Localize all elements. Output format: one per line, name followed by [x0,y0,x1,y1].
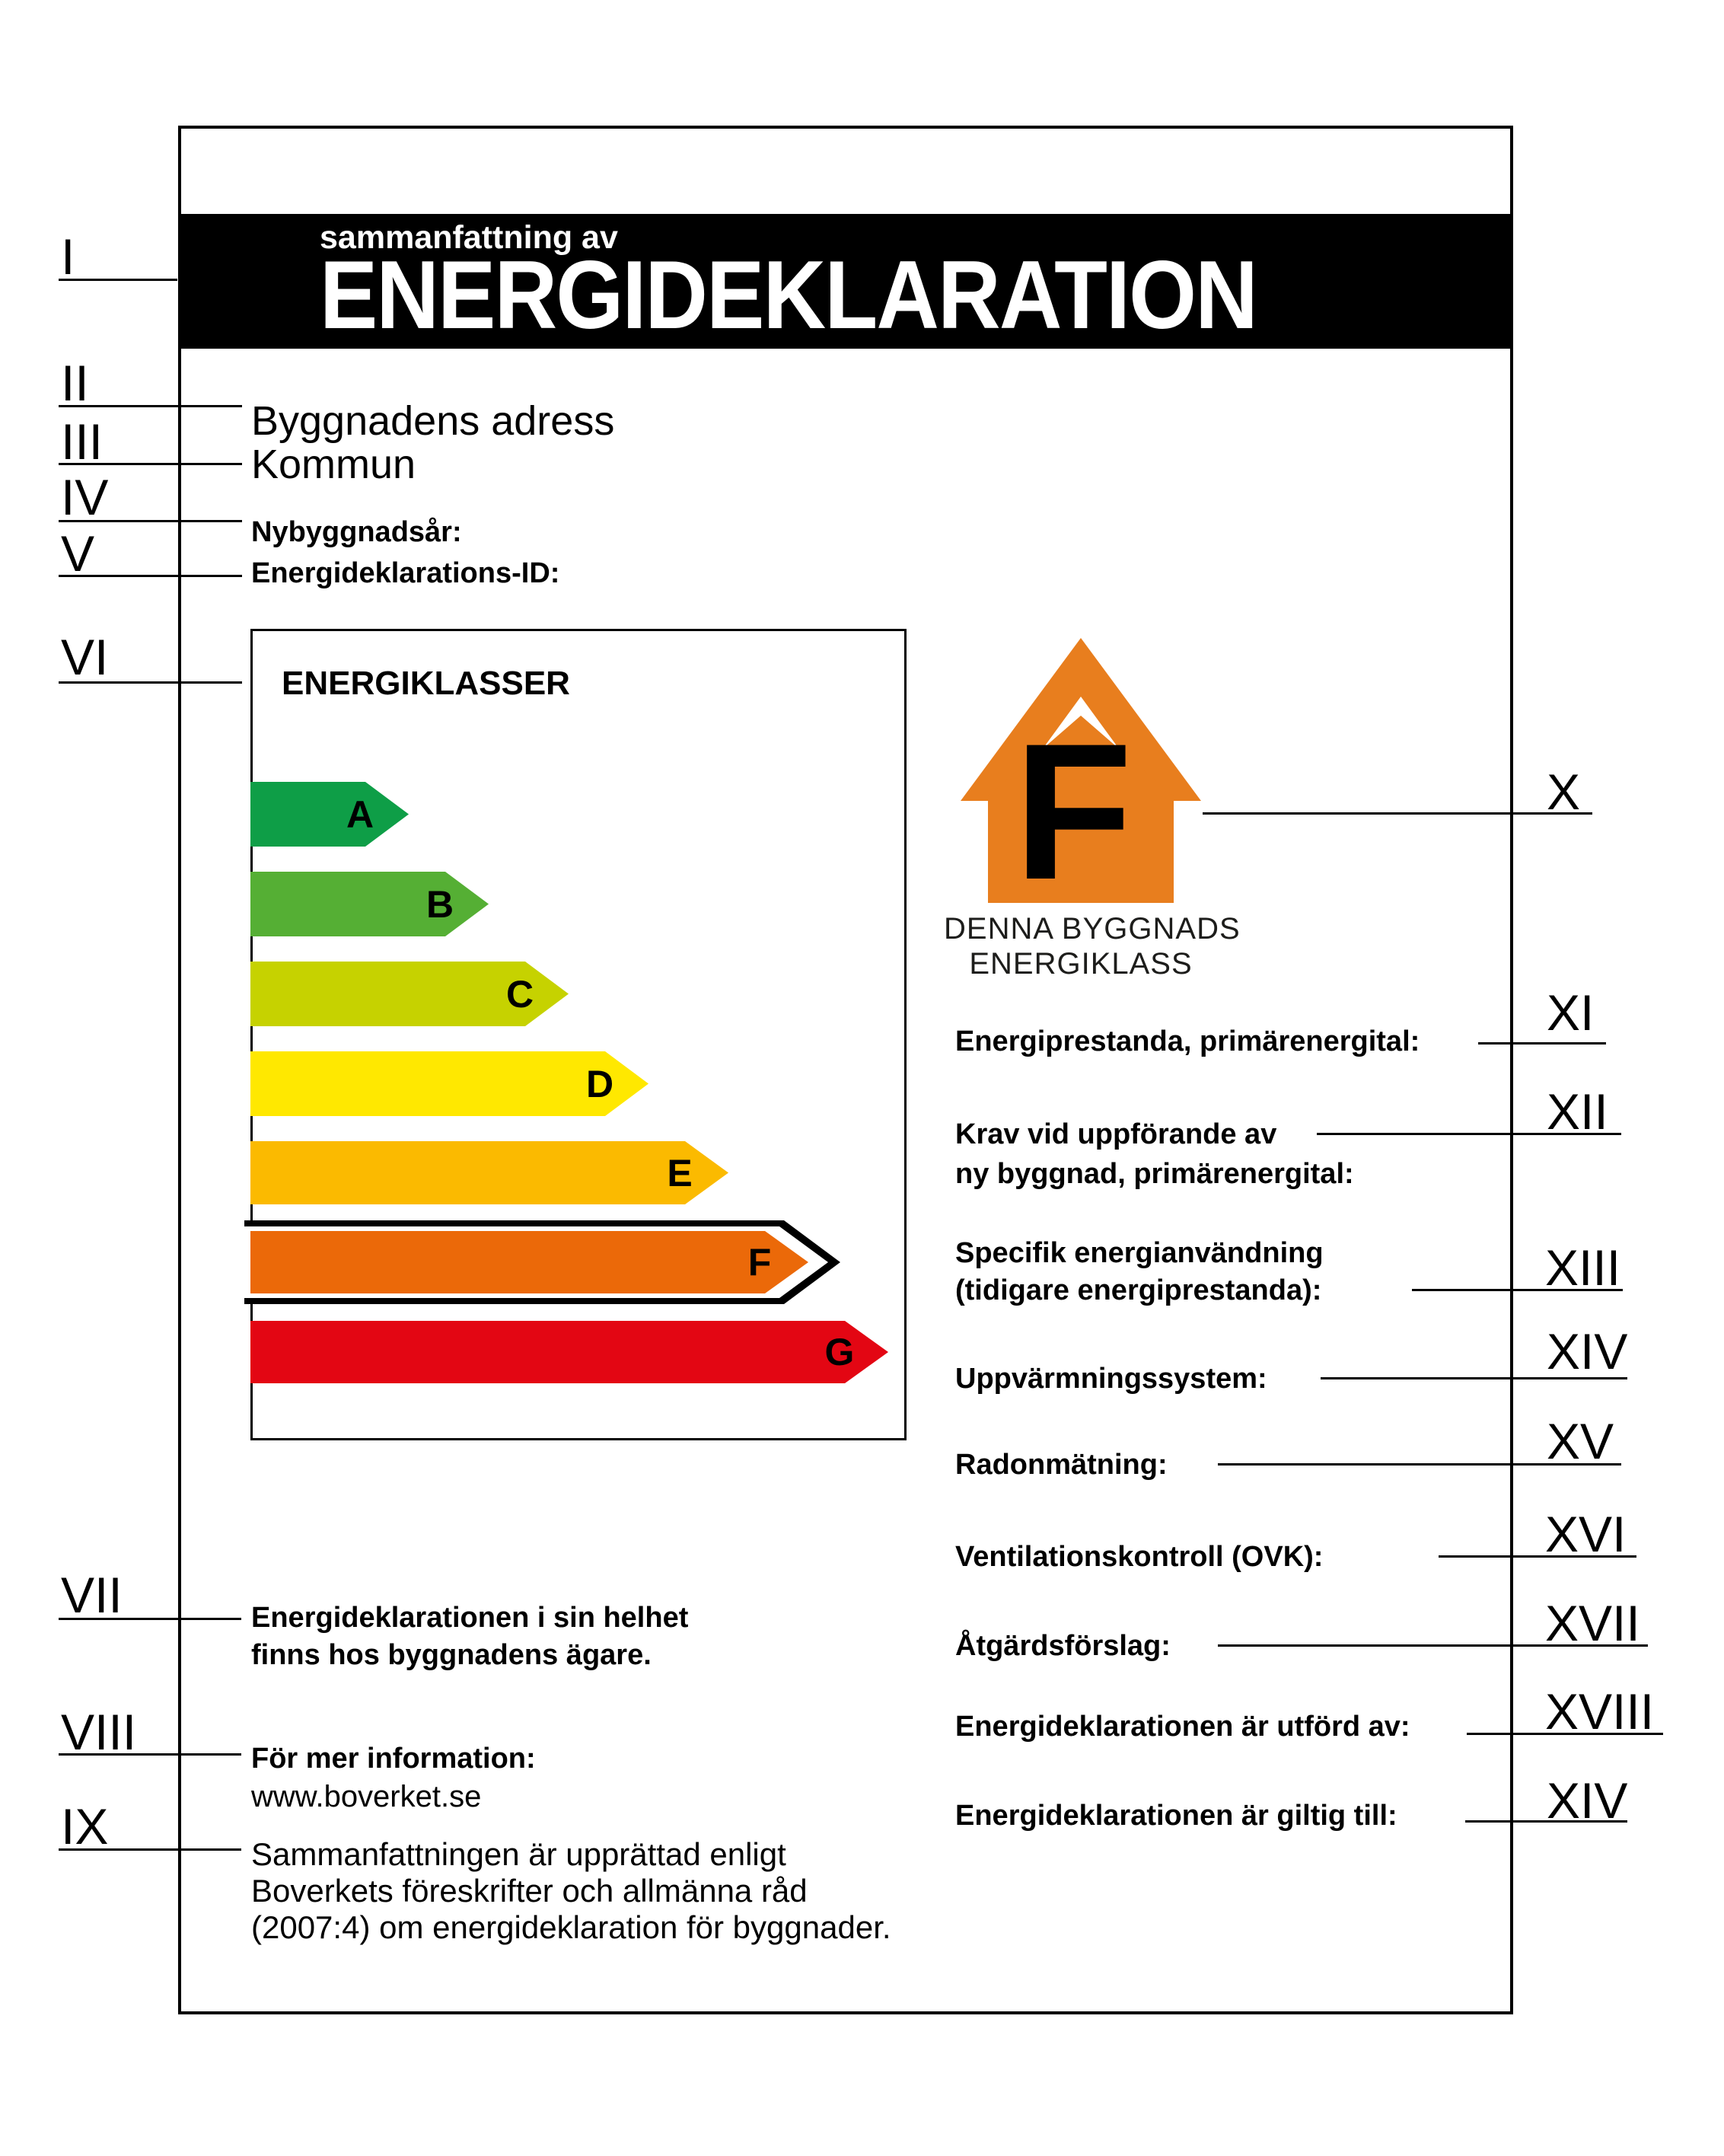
note-vii-line2: finns hos byggnadens ägare. [251,1639,652,1671]
right-callout-line-xi [1478,1042,1606,1045]
right-numeral-xiii: XIII [1545,1239,1621,1296]
right-callout-line-xviii [1467,1733,1663,1735]
right-callout-line-x [1203,812,1592,815]
energy-arrow-letter-d: D [585,1063,614,1105]
callout-line-ii [59,405,242,407]
energy-arrow-e [250,1141,728,1204]
note-viii-url: www.boverket.se [251,1780,482,1813]
callout-numeral-v: V [61,525,95,582]
callout-numeral-iii: III [61,413,104,470]
callout-numeral-vii: VII [61,1567,123,1623]
note-viii-title: För mer information: [251,1743,536,1775]
note-ix-line2: Boverkets föreskrifter och allmänna råd [251,1873,808,1909]
right-callout-line-xvi [1439,1555,1636,1558]
right-callout-line-xv [1218,1463,1621,1466]
right-numeral-xiv: XIV [1547,1323,1628,1379]
energy-arrow-letter-g: G [824,1331,855,1373]
header-title: ENERGIDEKLARATION [320,241,1258,349]
right-numeral-x: X [1547,764,1581,820]
energy-arrow-letter-f: F [747,1241,772,1284]
right-numeral-xix: XIV [1547,1772,1628,1829]
callout-numeral-ii: II [61,355,89,411]
callout-numeral-iv: IV [61,469,109,525]
right-field-xviii-line1: Energideklarationen är utförd av: [955,1711,1410,1743]
note-vii-line1: Energideklarationen i sin helhet [251,1602,689,1634]
right-numeral-xii: XII [1547,1083,1608,1140]
field-construction-year: Nybyggnadsår: [251,516,462,548]
callout-numeral-i: I [61,228,75,285]
header-kicker: sammanfattning av [320,219,618,256]
header-bar [178,214,1513,349]
callout-line-vii [59,1618,241,1620]
right-numeral-xvii: XVII [1545,1595,1640,1651]
right-field-xv-line1: Radonmätning: [955,1449,1168,1481]
energy-arrow-letter-a: A [346,793,374,836]
energy-class-box [250,629,907,1440]
right-field-xiv-line1: Uppvärmningssystem: [955,1363,1267,1395]
field-declaration-id: Energideklarations-ID: [251,557,560,589]
right-callout-line-xvii [1218,1644,1648,1647]
house-caption-line1: DENNA BYGGNADS [944,912,1241,946]
energy-arrow-d [250,1051,648,1116]
right-numeral-xviii: XVIII [1545,1683,1655,1740]
energy-arrow-g [250,1321,888,1383]
right-field-xvi-line1: Ventilationskontroll (OVK): [955,1541,1324,1573]
callout-line-i [59,279,177,281]
right-field-xii-line1: Krav vid uppförande av [955,1118,1277,1150]
house-class-letter: F [1014,703,1133,920]
energy-class-box-title: ENERGIKLASSER [282,665,570,702]
right-callout-line-xix [1465,1820,1627,1823]
right-field-xii-line2: ny byggnad, primärenergital: [955,1158,1354,1190]
energy-arrow-letter-c: C [505,973,534,1016]
right-numeral-xv: XV [1547,1413,1614,1469]
callout-line-iii [59,463,242,465]
energy-arrow-f [250,1231,808,1293]
callout-line-iv [59,520,242,522]
right-field-xvii-line1: Åtgärdsförslag: [955,1630,1171,1662]
callout-line-vi [59,681,242,684]
form-border [178,126,1513,2014]
right-field-xiii-line1: Specifik energianvändning [955,1237,1324,1269]
callout-line-viii [59,1753,241,1756]
callout-line-ix [59,1848,241,1851]
callout-numeral-vi: VI [61,629,109,685]
right-numeral-xvi: XVI [1545,1506,1627,1562]
energy-arrow-b [250,872,489,936]
energy-arrow-letter-e: E [667,1152,693,1194]
note-ix-line3: (2007:4) om energideklaration för byggna… [251,1909,891,1945]
right-callout-line-xii [1317,1133,1621,1135]
callout-line-v [59,575,242,577]
right-field-xi-line1: Energiprestanda, primärenergital: [955,1025,1420,1057]
note-ix-line1: Sammanfattningen är upprättad enligt [251,1836,786,1872]
callout-numeral-ix: IX [61,1798,109,1855]
right-numeral-xi: XI [1547,984,1595,1041]
field-municipality: Kommun [251,442,416,487]
right-field-xiii-line2: (tidigare energiprestanda): [955,1274,1322,1306]
callout-numeral-viii: VIII [61,1704,137,1760]
right-callout-line-xiii [1412,1289,1623,1291]
energy-arrow-c [250,962,569,1026]
right-field-xix-line1: Energideklarationen är giltig till: [955,1800,1397,1832]
house-caption-line2: ENERGIKLASS [969,947,1193,981]
field-address: Byggnadens adress [251,398,615,444]
energy-arrow-letter-b: B [425,883,454,926]
right-callout-line-xiv [1321,1377,1627,1379]
